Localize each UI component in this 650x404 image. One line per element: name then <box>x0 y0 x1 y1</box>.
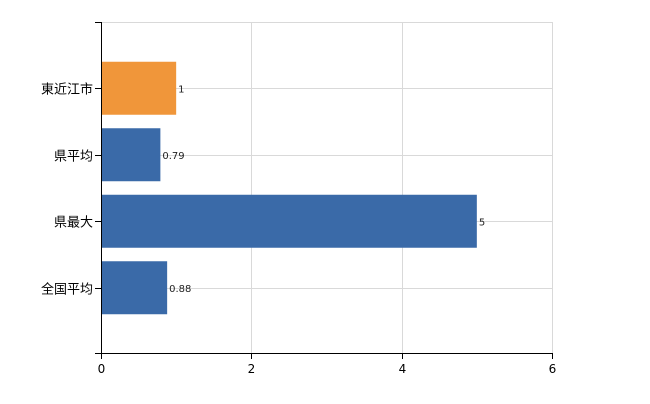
data-label-0: 1 <box>178 84 184 95</box>
x-tick-label-1: 2 <box>248 362 256 376</box>
category-label-2: 県最大 <box>54 216 93 231</box>
bar-3 <box>102 261 168 315</box>
x-tick-label-2: 4 <box>399 362 407 376</box>
category-label-0: 東近江市 <box>41 82 93 98</box>
data-labels: 1 0.79 5 0.88 <box>162 84 485 295</box>
data-label-1: 0.79 <box>162 151 184 162</box>
data-label-2: 5 <box>479 217 485 228</box>
bar-2 <box>102 194 477 248</box>
bar-0 <box>102 61 177 115</box>
bar-1 <box>102 128 161 182</box>
x-tick-label-0: 0 <box>98 362 106 376</box>
x-tick-label-3: 6 <box>549 362 557 376</box>
bars <box>102 61 477 315</box>
data-label-3: 0.88 <box>169 284 191 295</box>
category-label-1: 県平均 <box>54 150 93 165</box>
category-label-3: 全国平均 <box>41 282 93 298</box>
